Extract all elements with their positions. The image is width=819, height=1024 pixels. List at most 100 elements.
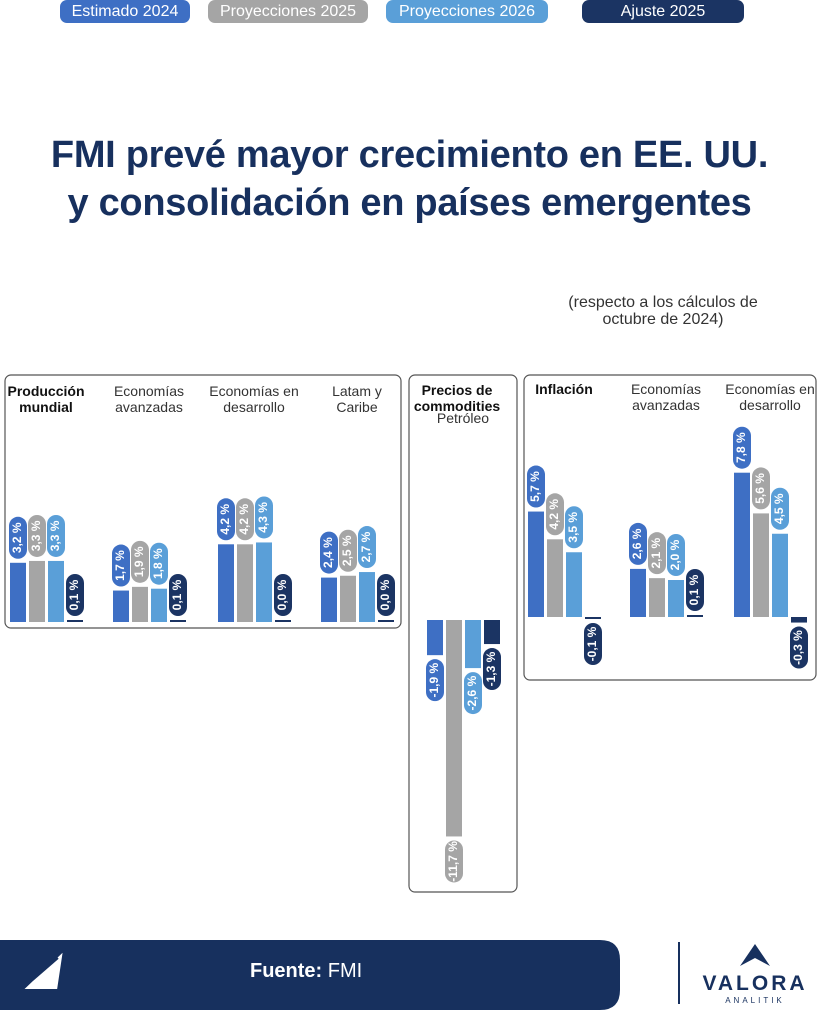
bar bbox=[772, 533, 788, 617]
bar bbox=[256, 542, 272, 622]
value-label: 1,9 % bbox=[132, 546, 146, 577]
bar bbox=[687, 615, 703, 617]
label-pill bbox=[112, 544, 130, 587]
label-pill bbox=[565, 506, 583, 549]
bar bbox=[340, 575, 356, 622]
legend-item: Estimado 2024 bbox=[60, 0, 190, 23]
value-label: 3,2 % bbox=[10, 522, 24, 553]
value-label: 3,3 % bbox=[29, 520, 43, 551]
legend-item: Ajuste 2025 bbox=[582, 0, 744, 23]
value-label: 4,3 % bbox=[256, 502, 270, 533]
label-pill bbox=[584, 623, 602, 665]
label-pill bbox=[47, 514, 65, 557]
value-label: 4,2 % bbox=[218, 504, 232, 535]
value-label: 0,1 % bbox=[687, 574, 701, 605]
legend-note: (respecto a los cálculos de octubre de 2… bbox=[568, 294, 758, 328]
bar bbox=[113, 590, 129, 622]
label-pill bbox=[358, 526, 376, 569]
bar bbox=[585, 617, 601, 619]
label-pill bbox=[546, 493, 564, 536]
label-pill bbox=[339, 529, 357, 572]
value-label: -2,6 % bbox=[465, 675, 479, 710]
bar bbox=[649, 578, 665, 617]
value-label: 0,1 % bbox=[67, 579, 81, 610]
bar bbox=[753, 513, 769, 617]
value-label: -0,1 % bbox=[585, 626, 599, 661]
panel bbox=[408, 374, 518, 893]
bar bbox=[48, 560, 64, 622]
bar bbox=[359, 572, 375, 622]
panel bbox=[523, 374, 817, 681]
value-label: 7,8 % bbox=[734, 432, 748, 463]
label-pill bbox=[320, 531, 338, 574]
value-label: 2,7 % bbox=[359, 531, 373, 562]
value-label: 1,7 % bbox=[113, 550, 127, 581]
label-pill bbox=[483, 648, 501, 691]
bar bbox=[10, 562, 26, 622]
legend-item: Proyecciones 2025 bbox=[208, 0, 368, 23]
group-label: Producción mundial bbox=[7, 383, 85, 415]
footer-source: Fuente: FMI bbox=[250, 960, 400, 983]
bar bbox=[566, 552, 582, 617]
bar bbox=[446, 620, 462, 837]
value-label: 3,5 % bbox=[566, 512, 580, 543]
label-pill bbox=[527, 465, 545, 508]
value-label: 2,5 % bbox=[340, 535, 354, 566]
label-pill bbox=[445, 840, 463, 883]
panel-title: Precios de commodities bbox=[413, 382, 501, 414]
value-label: 2,4 % bbox=[321, 537, 335, 568]
group-label: Economías en desarrollo bbox=[209, 383, 299, 415]
label-pill bbox=[255, 496, 273, 539]
bar bbox=[547, 539, 563, 617]
value-label: 0,1 % bbox=[170, 579, 184, 610]
bar bbox=[321, 577, 337, 622]
label-pill bbox=[66, 574, 84, 616]
value-label: 2,1 % bbox=[649, 537, 663, 568]
label-pill bbox=[629, 522, 647, 565]
value-label: -1,9 % bbox=[427, 662, 441, 697]
bar bbox=[378, 620, 394, 622]
bar bbox=[734, 472, 750, 617]
source: FMI bbox=[327, 960, 363, 982]
value-label: 0,0 % bbox=[378, 579, 392, 610]
value-label: 4,5 % bbox=[772, 493, 786, 524]
value-label: -11,7 % bbox=[446, 841, 460, 882]
label-pill bbox=[217, 498, 235, 541]
label-pill bbox=[274, 574, 292, 616]
bar bbox=[528, 511, 544, 617]
bar bbox=[484, 620, 500, 645]
bar bbox=[170, 620, 186, 622]
value-label: 2,0 % bbox=[668, 539, 682, 570]
value-label: 4,2 % bbox=[237, 504, 251, 535]
bar bbox=[668, 580, 684, 617]
label-pill bbox=[150, 542, 168, 585]
brand-tagline: ANALITIK bbox=[725, 996, 785, 1005]
bar bbox=[151, 588, 167, 622]
label-pill bbox=[169, 574, 187, 616]
bar bbox=[67, 620, 83, 622]
label-pill bbox=[426, 659, 444, 702]
value-label: -0,3 % bbox=[791, 630, 805, 665]
bar bbox=[465, 620, 481, 669]
bar bbox=[29, 560, 45, 622]
value-label: -1,3 % bbox=[484, 651, 498, 686]
label-pill bbox=[464, 672, 482, 715]
bar bbox=[791, 617, 807, 623]
value-label: 0,0 % bbox=[275, 579, 289, 610]
label-pill bbox=[9, 516, 27, 559]
label-pill bbox=[771, 487, 789, 530]
panel bbox=[4, 374, 402, 629]
label-pill bbox=[790, 626, 808, 669]
label-pill bbox=[236, 498, 254, 541]
bar bbox=[630, 568, 646, 617]
label-pill bbox=[377, 574, 395, 616]
label-pill bbox=[667, 534, 685, 576]
label-pill bbox=[733, 426, 751, 469]
label-pill bbox=[28, 514, 46, 557]
value-label: 3,3 % bbox=[48, 520, 62, 551]
label-pill bbox=[752, 467, 770, 510]
legend-item: Proyecciones 2026 bbox=[386, 0, 548, 23]
group-label: Inflación bbox=[535, 381, 593, 397]
